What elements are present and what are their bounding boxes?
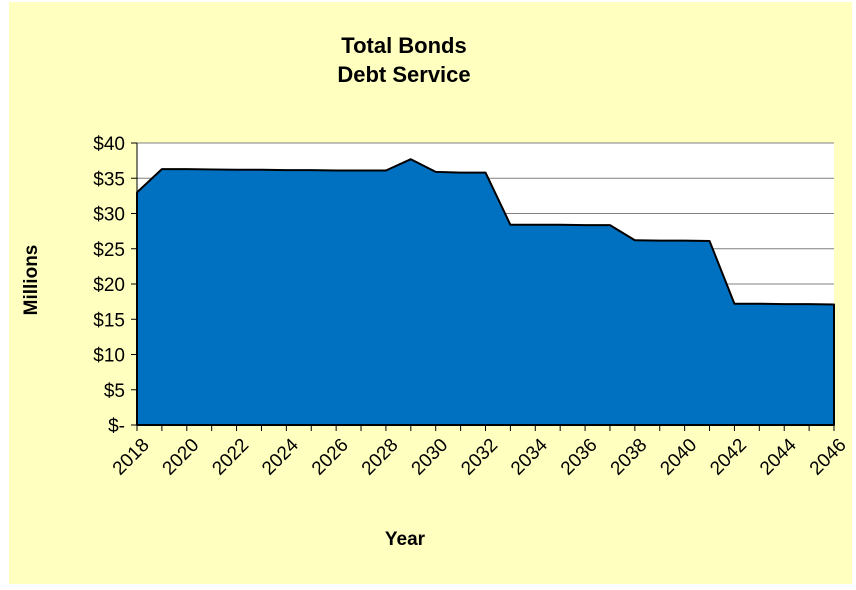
y-tick-label-1: $5 — [104, 381, 125, 402]
y-tick-label-3: $15 — [93, 310, 125, 331]
y-tick-label-7: $35 — [93, 169, 125, 190]
chart-title-line-1: Total Bonds — [341, 33, 466, 58]
y-tick-label-4: $20 — [93, 275, 125, 296]
y-axis-title: Millions — [21, 245, 42, 316]
chart-title-line-2: Debt Service — [337, 62, 470, 87]
y-tick-label-8: $40 — [93, 134, 125, 155]
x-axis-title: Year — [385, 529, 426, 550]
y-tick-label-6: $30 — [93, 205, 125, 226]
y-tick-label-2: $10 — [93, 346, 125, 367]
y-tick-label-5: $25 — [93, 240, 125, 261]
y-tick-label-0: $- — [108, 416, 125, 437]
